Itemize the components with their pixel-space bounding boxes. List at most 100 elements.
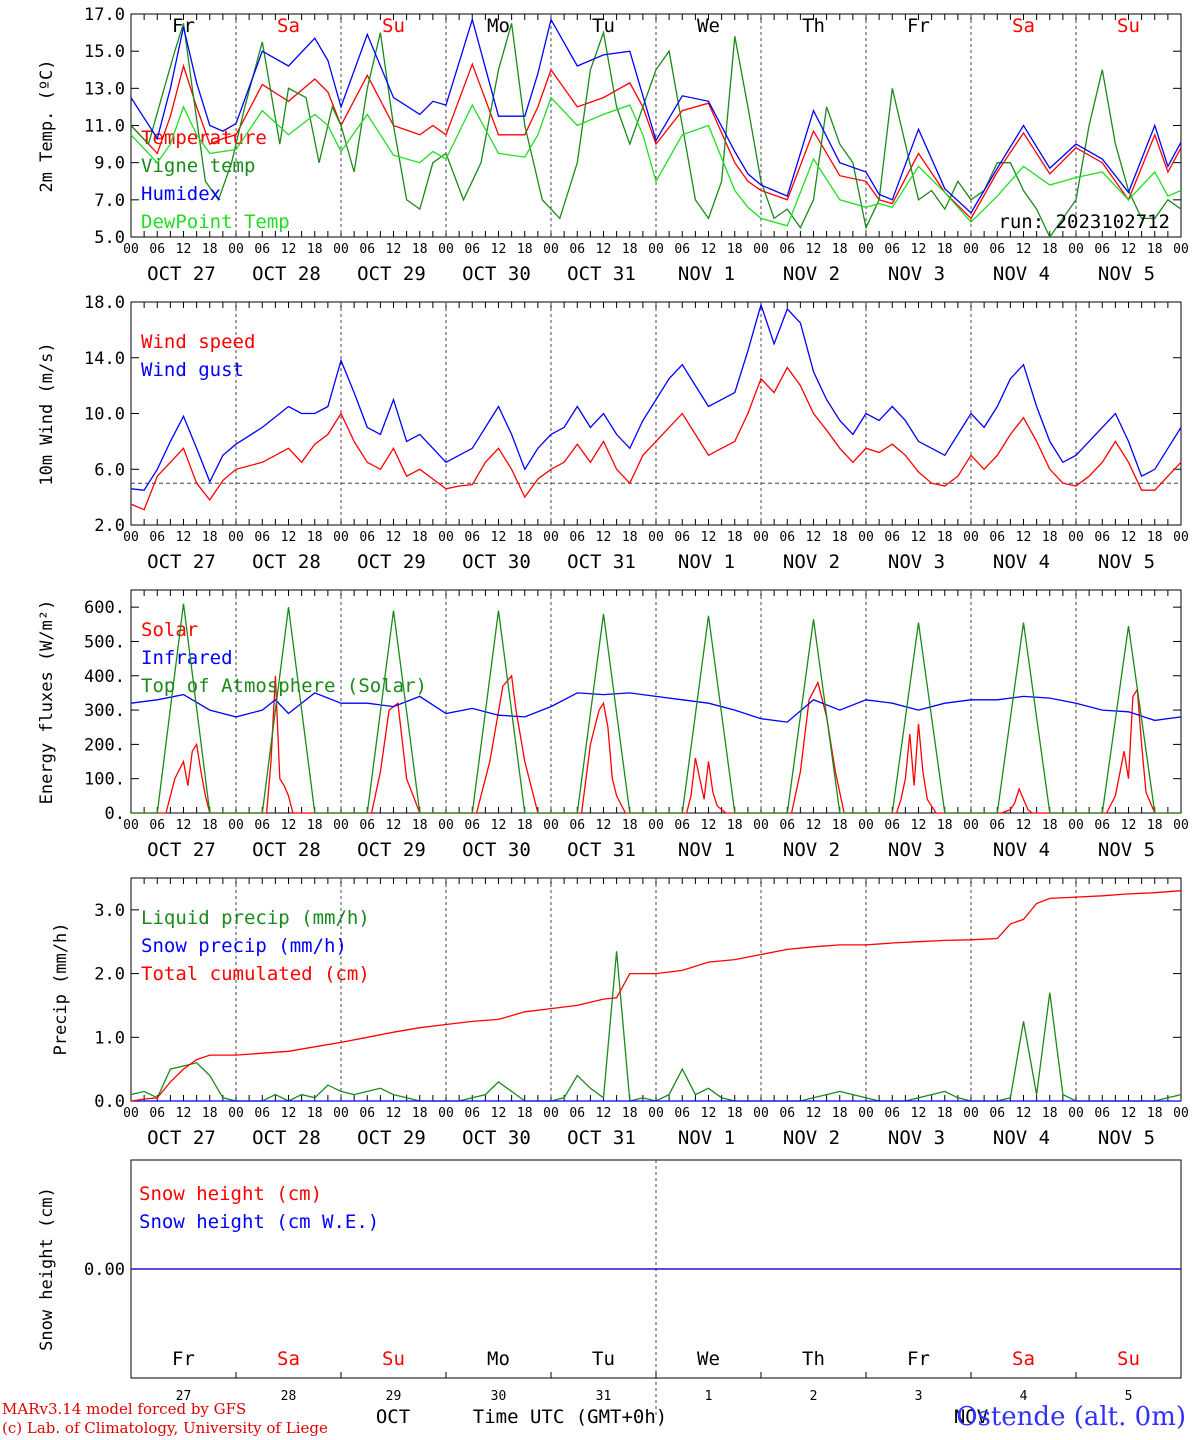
day-number-label: 27 [176,1389,192,1404]
hour-tick-label: 06 [779,530,795,545]
y-tick-label: 300. [84,701,125,721]
date-label: NOV 3 [888,551,945,573]
date-label: OCT 31 [567,839,636,861]
weekday-label: Fr [172,1348,195,1370]
hour-tick-label: 18 [1147,242,1163,257]
hour-tick-label: 18 [832,530,848,545]
hour-tick-label: 00 [543,1106,559,1121]
y-tick-label: 5.0 [94,228,125,248]
hour-tick-label: 06 [674,530,690,545]
hour-tick-label: 00 [123,1106,139,1121]
hour-tick-label: 00 [543,242,559,257]
hour-tick-label: 12 [281,1106,297,1121]
series-line [131,603,1181,814]
day-number-label: 31 [596,1389,612,1404]
legend-entry: Liquid precip (mm/h) [141,907,370,929]
day-number-label: 5 [1125,1389,1133,1404]
hour-tick-label: 18 [937,1106,953,1121]
legend-entry: Snow height (cm) [139,1183,322,1205]
hour-tick-label: 18 [202,1106,218,1121]
hour-tick-label: 06 [569,242,585,257]
hour-tick-label: 18 [727,1106,743,1121]
hour-tick-label: 12 [491,818,507,833]
y-tick-label: 0.0 [94,1092,125,1112]
hour-tick-label: 06 [464,242,480,257]
y-tick-label: 2.0 [94,965,125,985]
hour-tick-label: 00 [1068,530,1084,545]
hour-tick-label: 06 [359,530,375,545]
legend-entry: Total cumulated (cm) [141,963,370,985]
y-tick-label: 14.0 [84,349,125,369]
weekday-label: Th [802,15,825,37]
series-line [131,674,1181,814]
legend-entry: Solar [141,619,198,641]
y-tick-label: 15.0 [84,42,125,62]
hour-tick-label: 12 [386,530,402,545]
hour-tick-label: 06 [464,1106,480,1121]
hour-tick-label: 00 [123,242,139,257]
hour-tick-label: 06 [989,530,1005,545]
hour-tick-label: 00 [648,530,664,545]
date-label: NOV 2 [783,551,840,573]
hour-tick-label: 06 [464,530,480,545]
weekday-label: Su [1117,15,1140,37]
hour-tick-label: 12 [1016,530,1032,545]
hour-tick-label: 00 [228,242,244,257]
weekday-label: Mo [487,15,510,37]
hour-tick-label: 00 [963,530,979,545]
hour-tick-label: 18 [202,530,218,545]
hour-tick-label: 06 [884,530,900,545]
hour-tick-label: 12 [386,818,402,833]
hour-tick-label: 06 [569,1106,585,1121]
hour-tick-label: 12 [701,1106,717,1121]
date-label: OCT 28 [252,263,321,285]
y-tick-label: 0.00 [84,1260,125,1280]
hour-tick-label: 00 [438,242,454,257]
y-tick-label: 17.0 [84,5,125,25]
date-label: NOV 5 [1098,839,1155,861]
date-label: OCT 31 [567,1127,636,1149]
y-axis-label: Precip (mm/h) [51,922,71,1055]
hour-tick-label: 00 [228,530,244,545]
hour-tick-label: 12 [1121,1106,1137,1121]
hour-tick-label: 06 [884,1106,900,1121]
hour-tick-label: 06 [149,1106,165,1121]
date-label: OCT 28 [252,551,321,573]
date-label: NOV 2 [783,263,840,285]
date-label: NOV 1 [678,1127,735,1149]
date-label: OCT 27 [147,1127,216,1149]
hour-tick-label: 06 [779,818,795,833]
hour-tick-label: 18 [517,1106,533,1121]
date-label: OCT 30 [462,1127,531,1149]
date-label: NOV 3 [888,839,945,861]
hour-tick-label: 12 [806,530,822,545]
weekday-label: Su [382,1348,405,1370]
hour-tick-label: 12 [1016,818,1032,833]
hour-tick-label: 06 [779,242,795,257]
legend-entry: Wind gust [141,359,244,381]
hour-tick-label: 18 [1147,818,1163,833]
series-line [130,302,1182,491]
hour-tick-label: 00 [228,1106,244,1121]
hour-tick-label: 00 [333,818,349,833]
hour-tick-label: 00 [123,530,139,545]
hour-tick-label: 06 [254,1106,270,1121]
hour-tick-label: 18 [412,242,428,257]
date-label: OCT 28 [252,839,321,861]
date-label: OCT 29 [357,839,426,861]
y-tick-label: 0. [105,804,125,824]
hour-tick-label: 06 [254,818,270,833]
hour-tick-label: 12 [596,530,612,545]
hour-tick-label: 12 [386,242,402,257]
hour-tick-label: 18 [622,242,638,257]
hour-tick-label: 00 [1068,818,1084,833]
hour-tick-label: 18 [412,818,428,833]
date-label: NOV 1 [678,551,735,573]
hour-tick-label: 12 [596,1106,612,1121]
day-number-label: 28 [281,1389,297,1404]
weekday-label: We [697,1348,720,1370]
date-label: OCT 29 [357,1127,426,1149]
y-tick-label: 9.0 [94,154,125,174]
hour-tick-label: 18 [832,1106,848,1121]
station-name: Ostende (alt. 0m) [956,1402,1186,1432]
